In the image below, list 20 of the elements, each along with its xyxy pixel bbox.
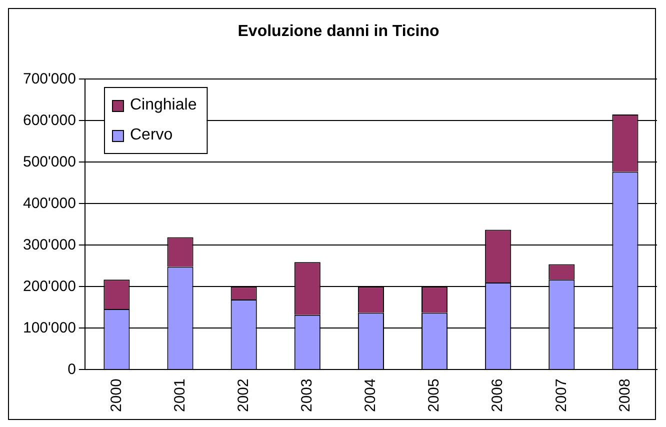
- x-tick-label: 2008: [616, 378, 634, 412]
- y-tick-label: 500'000: [22, 153, 76, 170]
- x-tick-label: 2006: [489, 378, 506, 412]
- x-tick-label: 2000: [108, 378, 125, 412]
- y-tick-label: 600'000: [22, 112, 76, 129]
- x-tick-label: 2003: [298, 378, 316, 412]
- x-tick-label: 2004: [362, 378, 380, 412]
- y-tick-label: 200'000: [22, 278, 76, 295]
- y-tick-label: 400'000: [22, 194, 76, 212]
- legend-label: Cervo: [130, 126, 173, 144]
- x-tick-label: 2005: [426, 378, 443, 412]
- chart-title: Evoluzione danni in Ticino: [238, 23, 440, 40]
- y-tick-label: 300'000: [22, 236, 76, 254]
- x-tick-label: 2001: [171, 378, 188, 412]
- y-tick-label: 0: [68, 360, 76, 378]
- legend-label: Cinghiale: [130, 96, 197, 114]
- y-tick-label: 100'000: [22, 319, 76, 336]
- x-tick-label: 2007: [552, 378, 570, 412]
- y-tick-label: 700'000: [22, 70, 76, 88]
- x-tick-label: 2002: [234, 378, 252, 412]
